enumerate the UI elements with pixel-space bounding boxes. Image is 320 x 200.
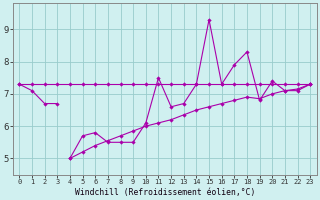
X-axis label: Windchill (Refroidissement éolien,°C): Windchill (Refroidissement éolien,°C) bbox=[75, 188, 255, 197]
